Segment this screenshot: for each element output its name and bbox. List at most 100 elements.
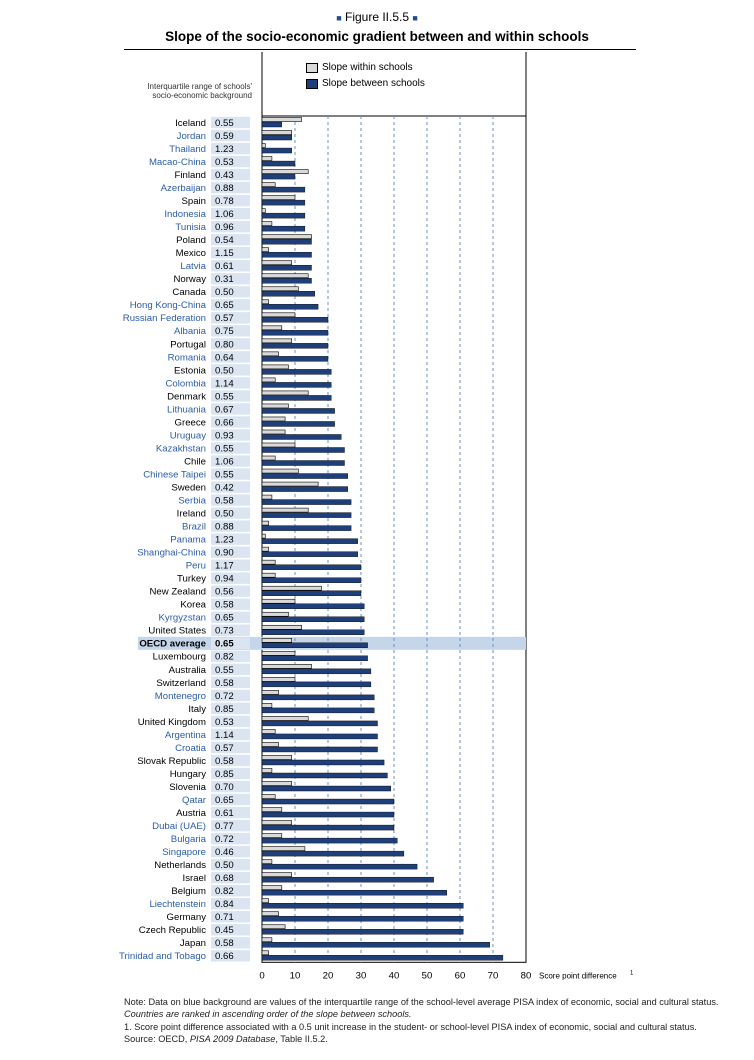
iqr-value: 0.73 <box>215 626 234 637</box>
bar-within <box>261 169 309 174</box>
iqr-value: 0.82 <box>215 886 234 897</box>
bar-within <box>261 729 276 734</box>
iqr-value: 0.58 <box>215 600 234 611</box>
bar-within <box>261 742 279 747</box>
bar-between <box>261 551 358 557</box>
bar-between <box>261 473 349 479</box>
bar-within <box>261 820 293 825</box>
bar-within <box>261 690 279 695</box>
bar-within <box>261 546 269 552</box>
category-label: Shanghai-China <box>137 548 206 559</box>
bar-between <box>261 486 349 492</box>
category-label: Romania <box>168 352 207 363</box>
category-label: Italy <box>188 704 206 715</box>
iqr-value-box <box>211 754 250 767</box>
square-icon: ■ <box>336 12 342 23</box>
bar-between <box>261 929 464 935</box>
category-label: Indonesia <box>164 209 206 220</box>
bar-within <box>261 260 293 266</box>
iqr-value: 0.82 <box>215 652 234 663</box>
iqr-value-box <box>211 416 250 428</box>
bar-within <box>261 390 309 396</box>
bar-between <box>261 850 405 857</box>
iqr-value-box <box>211 260 250 272</box>
iqr-value-box <box>211 741 250 754</box>
bar-within <box>261 221 273 226</box>
iqr-value-box <box>211 364 250 376</box>
iqr-value: 0.61 <box>215 261 234 272</box>
bar-within <box>261 351 279 357</box>
bar-within <box>261 833 283 838</box>
category-label: Tunisia <box>175 222 206 233</box>
iqr-value: 0.55 <box>215 469 234 480</box>
bar-within <box>261 494 273 500</box>
bar-within <box>261 559 276 565</box>
category-label: Sweden <box>171 482 206 493</box>
iqr-value-box <box>211 767 250 780</box>
iqr-value-box <box>211 207 250 220</box>
bar-between <box>261 942 490 948</box>
iqr-value: 0.55 <box>215 443 234 454</box>
x-tick-label: 70 <box>488 970 499 981</box>
category-label: Turkey <box>177 574 206 585</box>
bar-between <box>261 916 464 922</box>
iqr-value: 0.57 <box>215 743 234 754</box>
bar-between <box>261 317 329 323</box>
category-label: Bulgaria <box>171 834 207 845</box>
bar-within <box>261 442 296 448</box>
bar-within <box>261 130 293 135</box>
iqr-value: 0.55 <box>215 665 234 676</box>
iqr-value: 0.61 <box>215 808 234 819</box>
iqr-value-box <box>211 481 250 493</box>
iqr-value: 0.93 <box>215 430 234 441</box>
bar-between <box>261 330 329 336</box>
bar-within <box>261 117 302 122</box>
source-line: Source: OECD, PISA 2009 Database, Table … <box>124 1033 739 1045</box>
bar-between <box>261 121 282 128</box>
bar-between <box>261 824 395 831</box>
bar-between <box>261 655 368 662</box>
category-label: Belgium <box>171 886 206 897</box>
bar-within <box>261 807 283 812</box>
iqr-value-box <box>211 650 250 663</box>
bar-between <box>261 903 464 909</box>
iqr-value: 0.50 <box>215 509 234 520</box>
x-tick-label: 60 <box>455 970 466 981</box>
iqr-value-box <box>211 924 250 936</box>
x-tick-label: 0 <box>259 970 264 981</box>
iqr-value: 0.64 <box>215 352 234 363</box>
category-label: Hong Kong-China <box>130 300 207 311</box>
iqr-value: 0.56 <box>215 587 234 598</box>
category-label: OECD average <box>139 639 206 650</box>
iqr-value-box <box>211 624 250 636</box>
iqr-value: 0.75 <box>215 326 234 337</box>
category-label: Switzerland <box>156 678 206 689</box>
iqr-value-box <box>211 546 250 558</box>
bar-between <box>261 212 306 219</box>
bar-within <box>261 455 276 461</box>
x-axis-label: Score point difference <box>539 971 617 980</box>
category-label: Canada <box>172 287 206 298</box>
legend: Slope within schools Slope between schoo… <box>306 60 526 92</box>
iqr-value: 0.88 <box>215 522 234 533</box>
chart-title: Slope of the socio-economic gradient bet… <box>165 29 589 44</box>
category-label: Slovak Republic <box>137 756 206 767</box>
iqr-value-box <box>211 858 250 871</box>
iqr-value-box <box>211 468 250 480</box>
bar-within <box>261 846 306 851</box>
iqr-value-box <box>211 806 250 819</box>
iqr-value-box <box>211 520 250 532</box>
bar-within <box>261 234 312 239</box>
category-label: Lithuania <box>167 404 207 415</box>
bar-between <box>261 603 365 609</box>
iqr-value: 0.50 <box>215 860 234 871</box>
iqr-value-box <box>211 715 250 728</box>
bar-within <box>261 716 309 721</box>
iqr-value: 0.70 <box>215 782 234 793</box>
x-tick-label: 10 <box>290 970 301 981</box>
category-label: Netherlands <box>154 860 206 871</box>
category-label: Panama <box>170 535 206 546</box>
category-label: Mexico <box>176 248 206 259</box>
bar-between <box>261 434 342 440</box>
iqr-value: 0.85 <box>215 769 234 780</box>
